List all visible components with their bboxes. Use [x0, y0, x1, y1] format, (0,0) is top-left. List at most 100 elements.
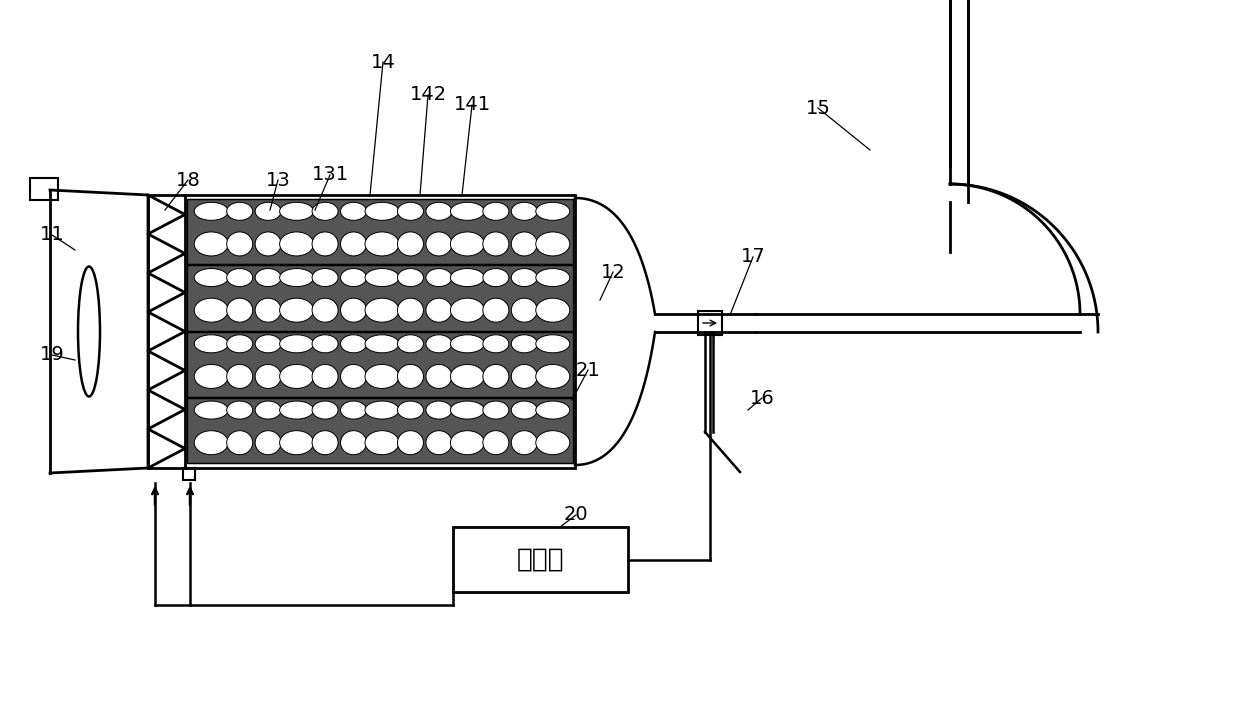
Ellipse shape: [195, 401, 228, 419]
Ellipse shape: [341, 268, 367, 286]
Ellipse shape: [535, 365, 570, 389]
Ellipse shape: [483, 335, 509, 353]
Ellipse shape: [366, 401, 399, 419]
Text: 17: 17: [741, 248, 766, 266]
Ellipse shape: [280, 431, 313, 455]
Ellipse shape: [398, 268, 424, 286]
Text: 15: 15: [805, 98, 830, 117]
Ellipse shape: [483, 202, 509, 220]
Ellipse shape: [255, 202, 281, 220]
Ellipse shape: [535, 401, 570, 419]
Bar: [187, 398, 572, 463]
Ellipse shape: [483, 431, 509, 455]
Ellipse shape: [426, 365, 452, 389]
Bar: [30, 178, 58, 200]
Ellipse shape: [512, 232, 538, 256]
Ellipse shape: [483, 365, 509, 389]
Ellipse shape: [366, 298, 399, 323]
Ellipse shape: [398, 202, 424, 220]
Text: 18: 18: [176, 170, 201, 189]
Text: 142: 142: [409, 85, 446, 105]
Ellipse shape: [535, 268, 570, 286]
Ellipse shape: [535, 232, 570, 256]
Ellipse shape: [227, 401, 253, 419]
Ellipse shape: [512, 202, 538, 220]
Ellipse shape: [78, 266, 100, 397]
Ellipse shape: [195, 268, 228, 286]
Ellipse shape: [280, 401, 313, 419]
Ellipse shape: [512, 431, 538, 455]
Text: 20: 20: [564, 506, 589, 525]
Ellipse shape: [426, 232, 452, 256]
Bar: [187, 266, 572, 330]
Ellipse shape: [255, 335, 281, 353]
Ellipse shape: [398, 365, 424, 389]
Ellipse shape: [426, 401, 452, 419]
Text: 14: 14: [370, 53, 395, 71]
Ellipse shape: [255, 401, 281, 419]
Ellipse shape: [255, 365, 281, 389]
Ellipse shape: [255, 298, 281, 323]
Ellipse shape: [312, 202, 338, 220]
Ellipse shape: [341, 401, 367, 419]
Ellipse shape: [227, 298, 253, 323]
Ellipse shape: [227, 365, 253, 389]
Ellipse shape: [312, 431, 338, 455]
Ellipse shape: [312, 268, 338, 286]
Ellipse shape: [312, 401, 338, 419]
Ellipse shape: [195, 431, 228, 455]
Ellipse shape: [195, 202, 228, 220]
Bar: [187, 332, 572, 397]
Text: 11: 11: [40, 226, 64, 244]
Bar: [698, 311, 722, 335]
Ellipse shape: [341, 365, 367, 389]
Ellipse shape: [280, 232, 313, 256]
Bar: [185, 195, 575, 468]
Text: 21: 21: [576, 360, 601, 379]
Ellipse shape: [451, 232, 484, 256]
Ellipse shape: [341, 431, 367, 455]
Ellipse shape: [227, 431, 253, 455]
Ellipse shape: [341, 232, 367, 256]
Ellipse shape: [512, 401, 538, 419]
Ellipse shape: [312, 232, 338, 256]
Ellipse shape: [398, 335, 424, 353]
Ellipse shape: [227, 232, 253, 256]
Ellipse shape: [255, 268, 281, 286]
Ellipse shape: [366, 202, 399, 220]
Text: 16: 16: [750, 389, 774, 407]
Ellipse shape: [451, 335, 484, 353]
Ellipse shape: [227, 268, 253, 286]
Ellipse shape: [451, 431, 484, 455]
Ellipse shape: [398, 431, 424, 455]
Ellipse shape: [366, 431, 399, 455]
Ellipse shape: [341, 335, 367, 353]
Ellipse shape: [366, 365, 399, 389]
Ellipse shape: [535, 298, 570, 323]
Ellipse shape: [451, 298, 484, 323]
Ellipse shape: [483, 268, 509, 286]
Ellipse shape: [451, 202, 484, 220]
Ellipse shape: [227, 202, 253, 220]
Ellipse shape: [451, 268, 484, 286]
Ellipse shape: [227, 335, 253, 353]
Ellipse shape: [366, 335, 399, 353]
Ellipse shape: [483, 401, 509, 419]
Ellipse shape: [483, 298, 509, 323]
Ellipse shape: [366, 232, 399, 256]
Ellipse shape: [535, 431, 570, 455]
Ellipse shape: [426, 268, 452, 286]
Text: 13: 13: [265, 170, 290, 189]
Bar: [187, 199, 572, 264]
Ellipse shape: [195, 232, 228, 256]
Ellipse shape: [426, 202, 452, 220]
Ellipse shape: [512, 335, 538, 353]
Ellipse shape: [280, 335, 313, 353]
Ellipse shape: [280, 298, 313, 323]
Bar: [453, 527, 628, 592]
Ellipse shape: [512, 268, 538, 286]
Ellipse shape: [280, 202, 313, 220]
Ellipse shape: [535, 202, 570, 220]
Ellipse shape: [398, 232, 424, 256]
Ellipse shape: [280, 268, 313, 286]
